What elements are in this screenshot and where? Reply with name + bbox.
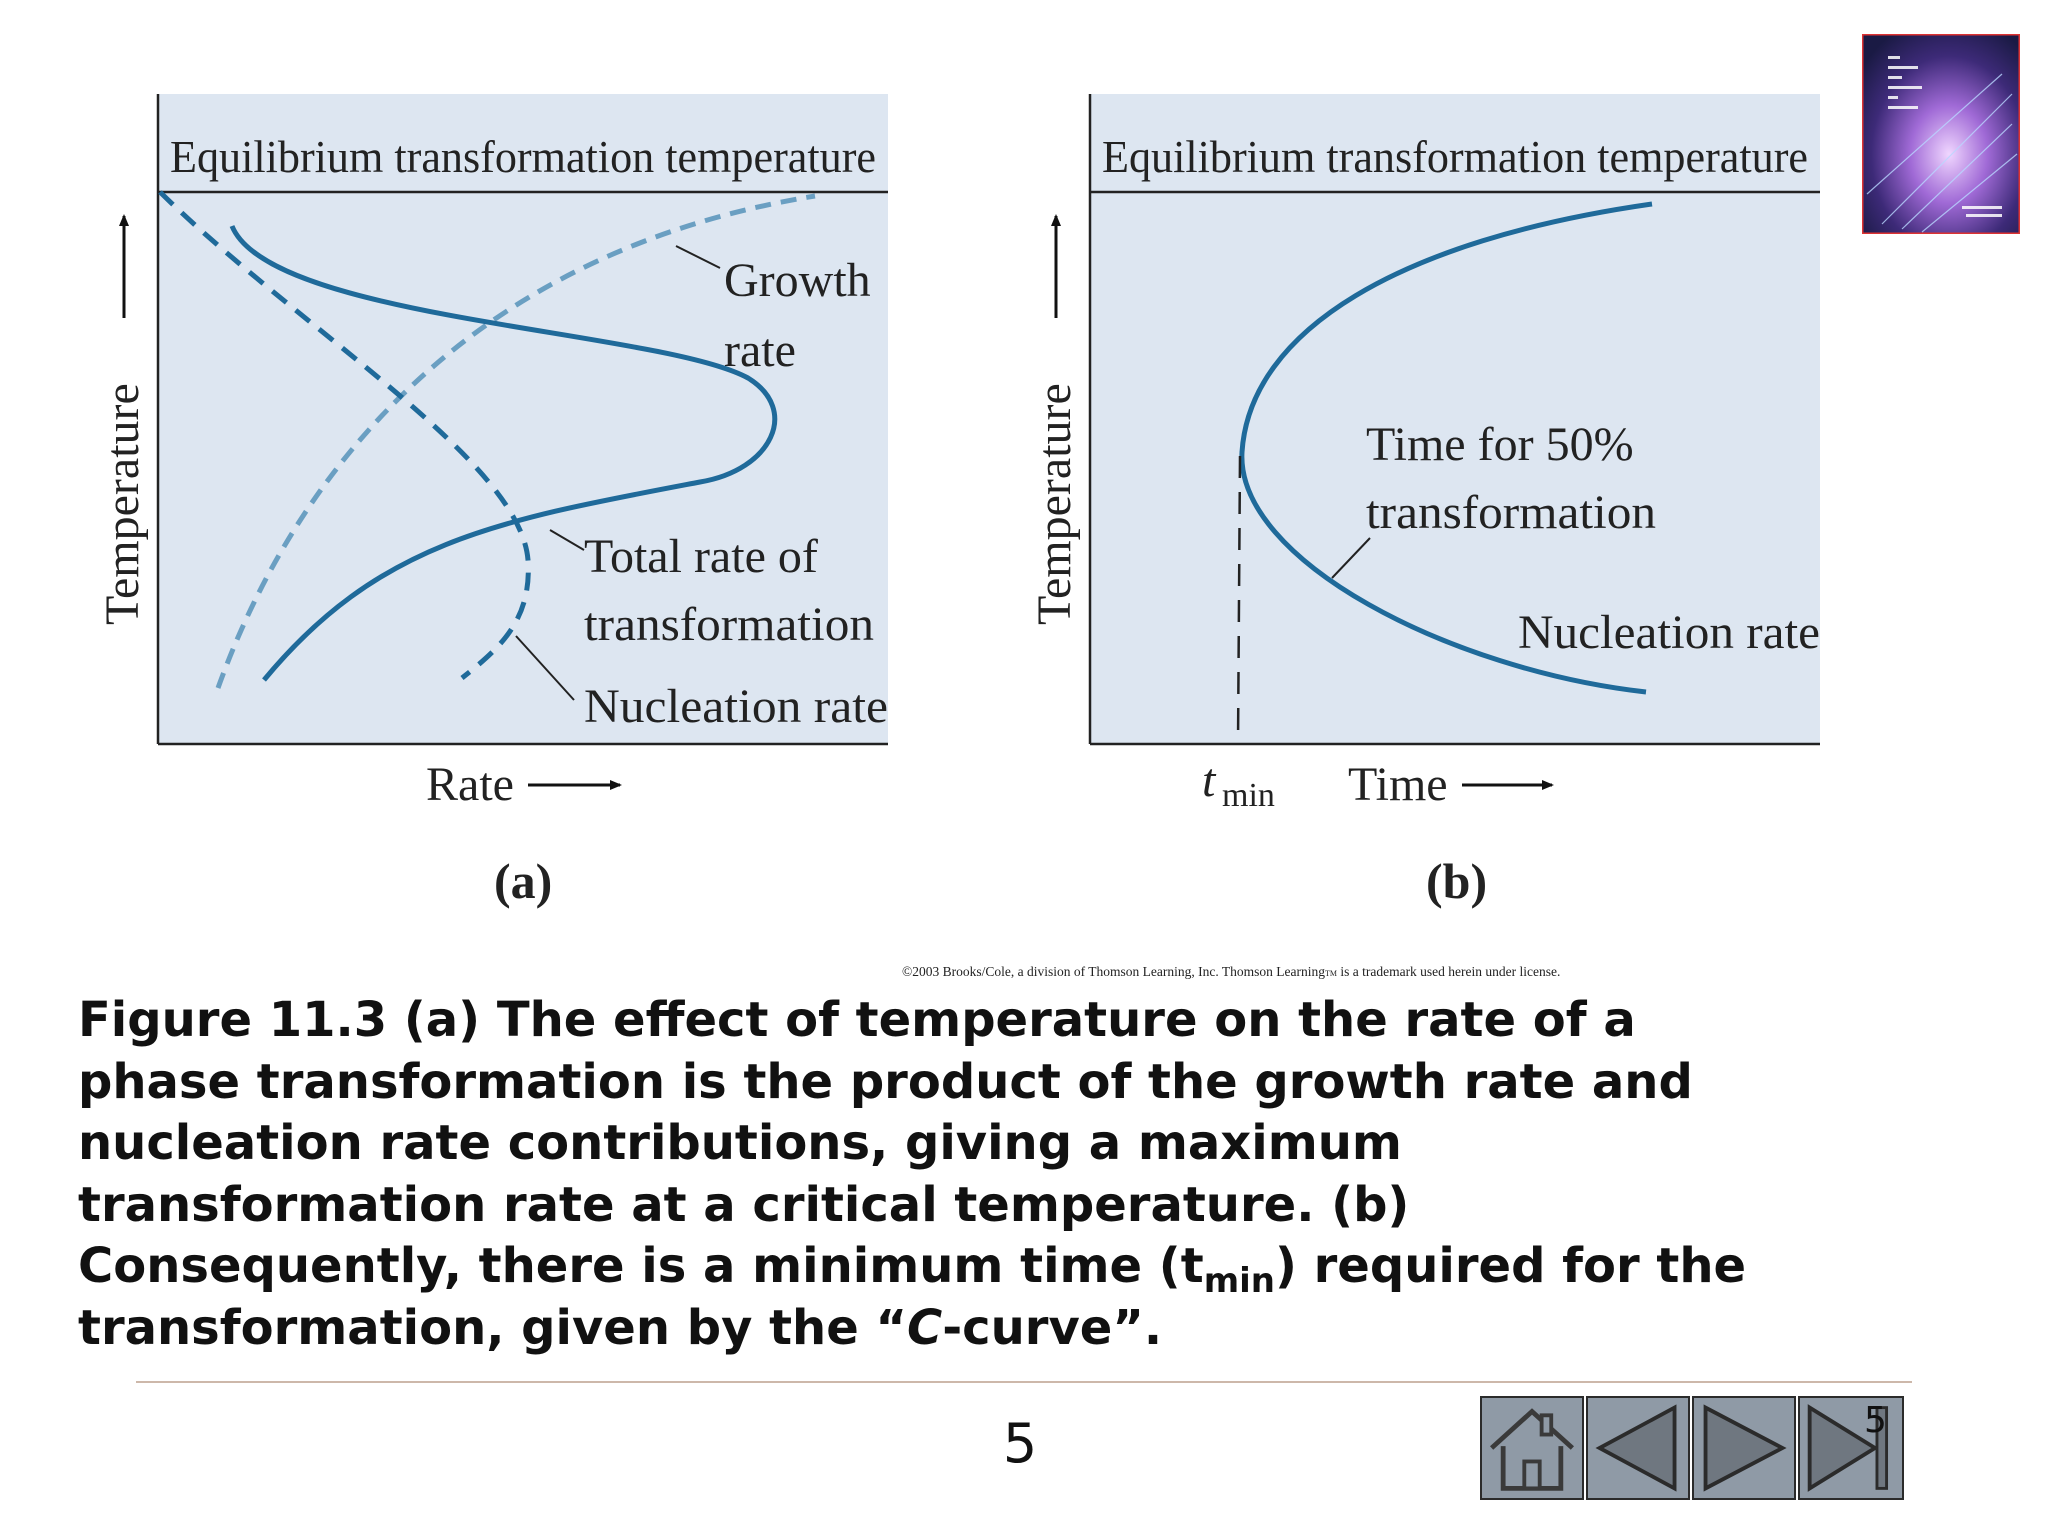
figure-caption: Figure 11.3 (a) The effect of temperatur… (78, 990, 1958, 1359)
page-number: 5 (1002, 1412, 1038, 1475)
nav-home-button[interactable] (1480, 1396, 1584, 1500)
copyright-text-1: ©2003 Brooks/Cole, a division of Thomson… (902, 964, 1325, 979)
panel-b-x-axis-label: Time (1348, 758, 1448, 811)
total-rate-label-2: transformation (584, 598, 874, 651)
book-cover-thumbnail (1862, 34, 2020, 234)
caption-line-4: transformation rate at a critical temper… (78, 1176, 1410, 1233)
panel-b: Equilibrium transformation temperature T… (1028, 94, 1820, 909)
caption-line-2: phase transformation is the product of t… (78, 1053, 1693, 1110)
tmin-dashed-line (1236, 455, 1242, 745)
nucleation-rate-leader (515, 635, 575, 701)
trademark-symbol: TM (1324, 969, 1337, 978)
panel-b-label: (b) (1426, 853, 1487, 909)
panel-a-header: Equilibrium transformation temperature (170, 131, 876, 182)
tmin-t: t (1202, 754, 1217, 807)
nucleation-rate-label-a: Nucleation rate (584, 680, 888, 733)
caption-c-italic: C (907, 1299, 943, 1356)
panel-b-header: Equilibrium transformation temperature (1102, 131, 1808, 182)
panel-a-background (158, 94, 888, 744)
growth-rate-curve (215, 193, 816, 689)
total-rate-leader (549, 529, 585, 551)
caption-line-6-pre: transformation, given by the “ (78, 1299, 908, 1356)
nucleation-rate-curve (158, 190, 531, 680)
caption-tmin-subscript: min (1203, 1261, 1275, 1301)
caption-line-1: Figure 11.3 (a) The effect of temperatur… (78, 992, 1636, 1048)
caption-line-5: Consequently, there is a minimum time (t… (78, 1236, 1958, 1298)
tmin-sub: min (1222, 777, 1275, 814)
figure-11-3: Equilibrium transformation temperature G… (96, 94, 1820, 909)
growth-rate-leader (675, 245, 721, 269)
next-icon (1703, 1404, 1787, 1492)
panel-a-x-axis-label: Rate (426, 758, 514, 811)
nav-last-button[interactable] (1798, 1396, 1904, 1500)
panel-a: Equilibrium transformation temperature G… (96, 94, 888, 909)
c-curve (1239, 201, 1653, 695)
caption-line-5-post: ) required for the (1274, 1238, 1747, 1294)
panel-a-y-axis-label: Temperature (96, 383, 149, 625)
panel-b-y-axis-label: Temperature (1028, 383, 1081, 625)
time50-leader (1331, 537, 1371, 579)
total-rate-label-1: Total rate of (584, 530, 818, 583)
copyright-text-2: is a trademark used herein under license… (1336, 964, 1561, 979)
last-icon (1807, 1404, 1889, 1492)
panel-a-label: (a) (494, 853, 552, 909)
nucleation-rate-label-b: Nucleation rate (1518, 606, 1820, 659)
caption-line-6-post: -curve”. (942, 1299, 1163, 1356)
caption-line-3: nucleation rate contributions, giving a … (78, 1115, 1402, 1171)
caption-line-5-pre: Consequently, there is a minimum time (t (78, 1238, 1204, 1294)
time50-label-1: Time for 50% (1366, 418, 1634, 471)
footer-divider (136, 1381, 1912, 1383)
home-icon (1490, 1408, 1574, 1491)
panel-b-background (1090, 94, 1820, 744)
nav-page-indicator: 5 (1864, 1400, 1887, 1441)
nav-next-button[interactable] (1692, 1396, 1796, 1500)
total-rate-curve (229, 225, 778, 682)
previous-icon (1595, 1404, 1677, 1492)
caption-line-6: transformation, given by the “C-curve”. (78, 1298, 1958, 1360)
growth-rate-label-2: rate (724, 324, 796, 377)
growth-rate-label-1: Growth (724, 254, 871, 307)
nav-previous-button[interactable] (1586, 1396, 1690, 1500)
time50-label-2: transformation (1366, 486, 1656, 539)
copyright-notice: ©2003 Brooks/Cole, a division of Thomson… (902, 964, 1560, 980)
